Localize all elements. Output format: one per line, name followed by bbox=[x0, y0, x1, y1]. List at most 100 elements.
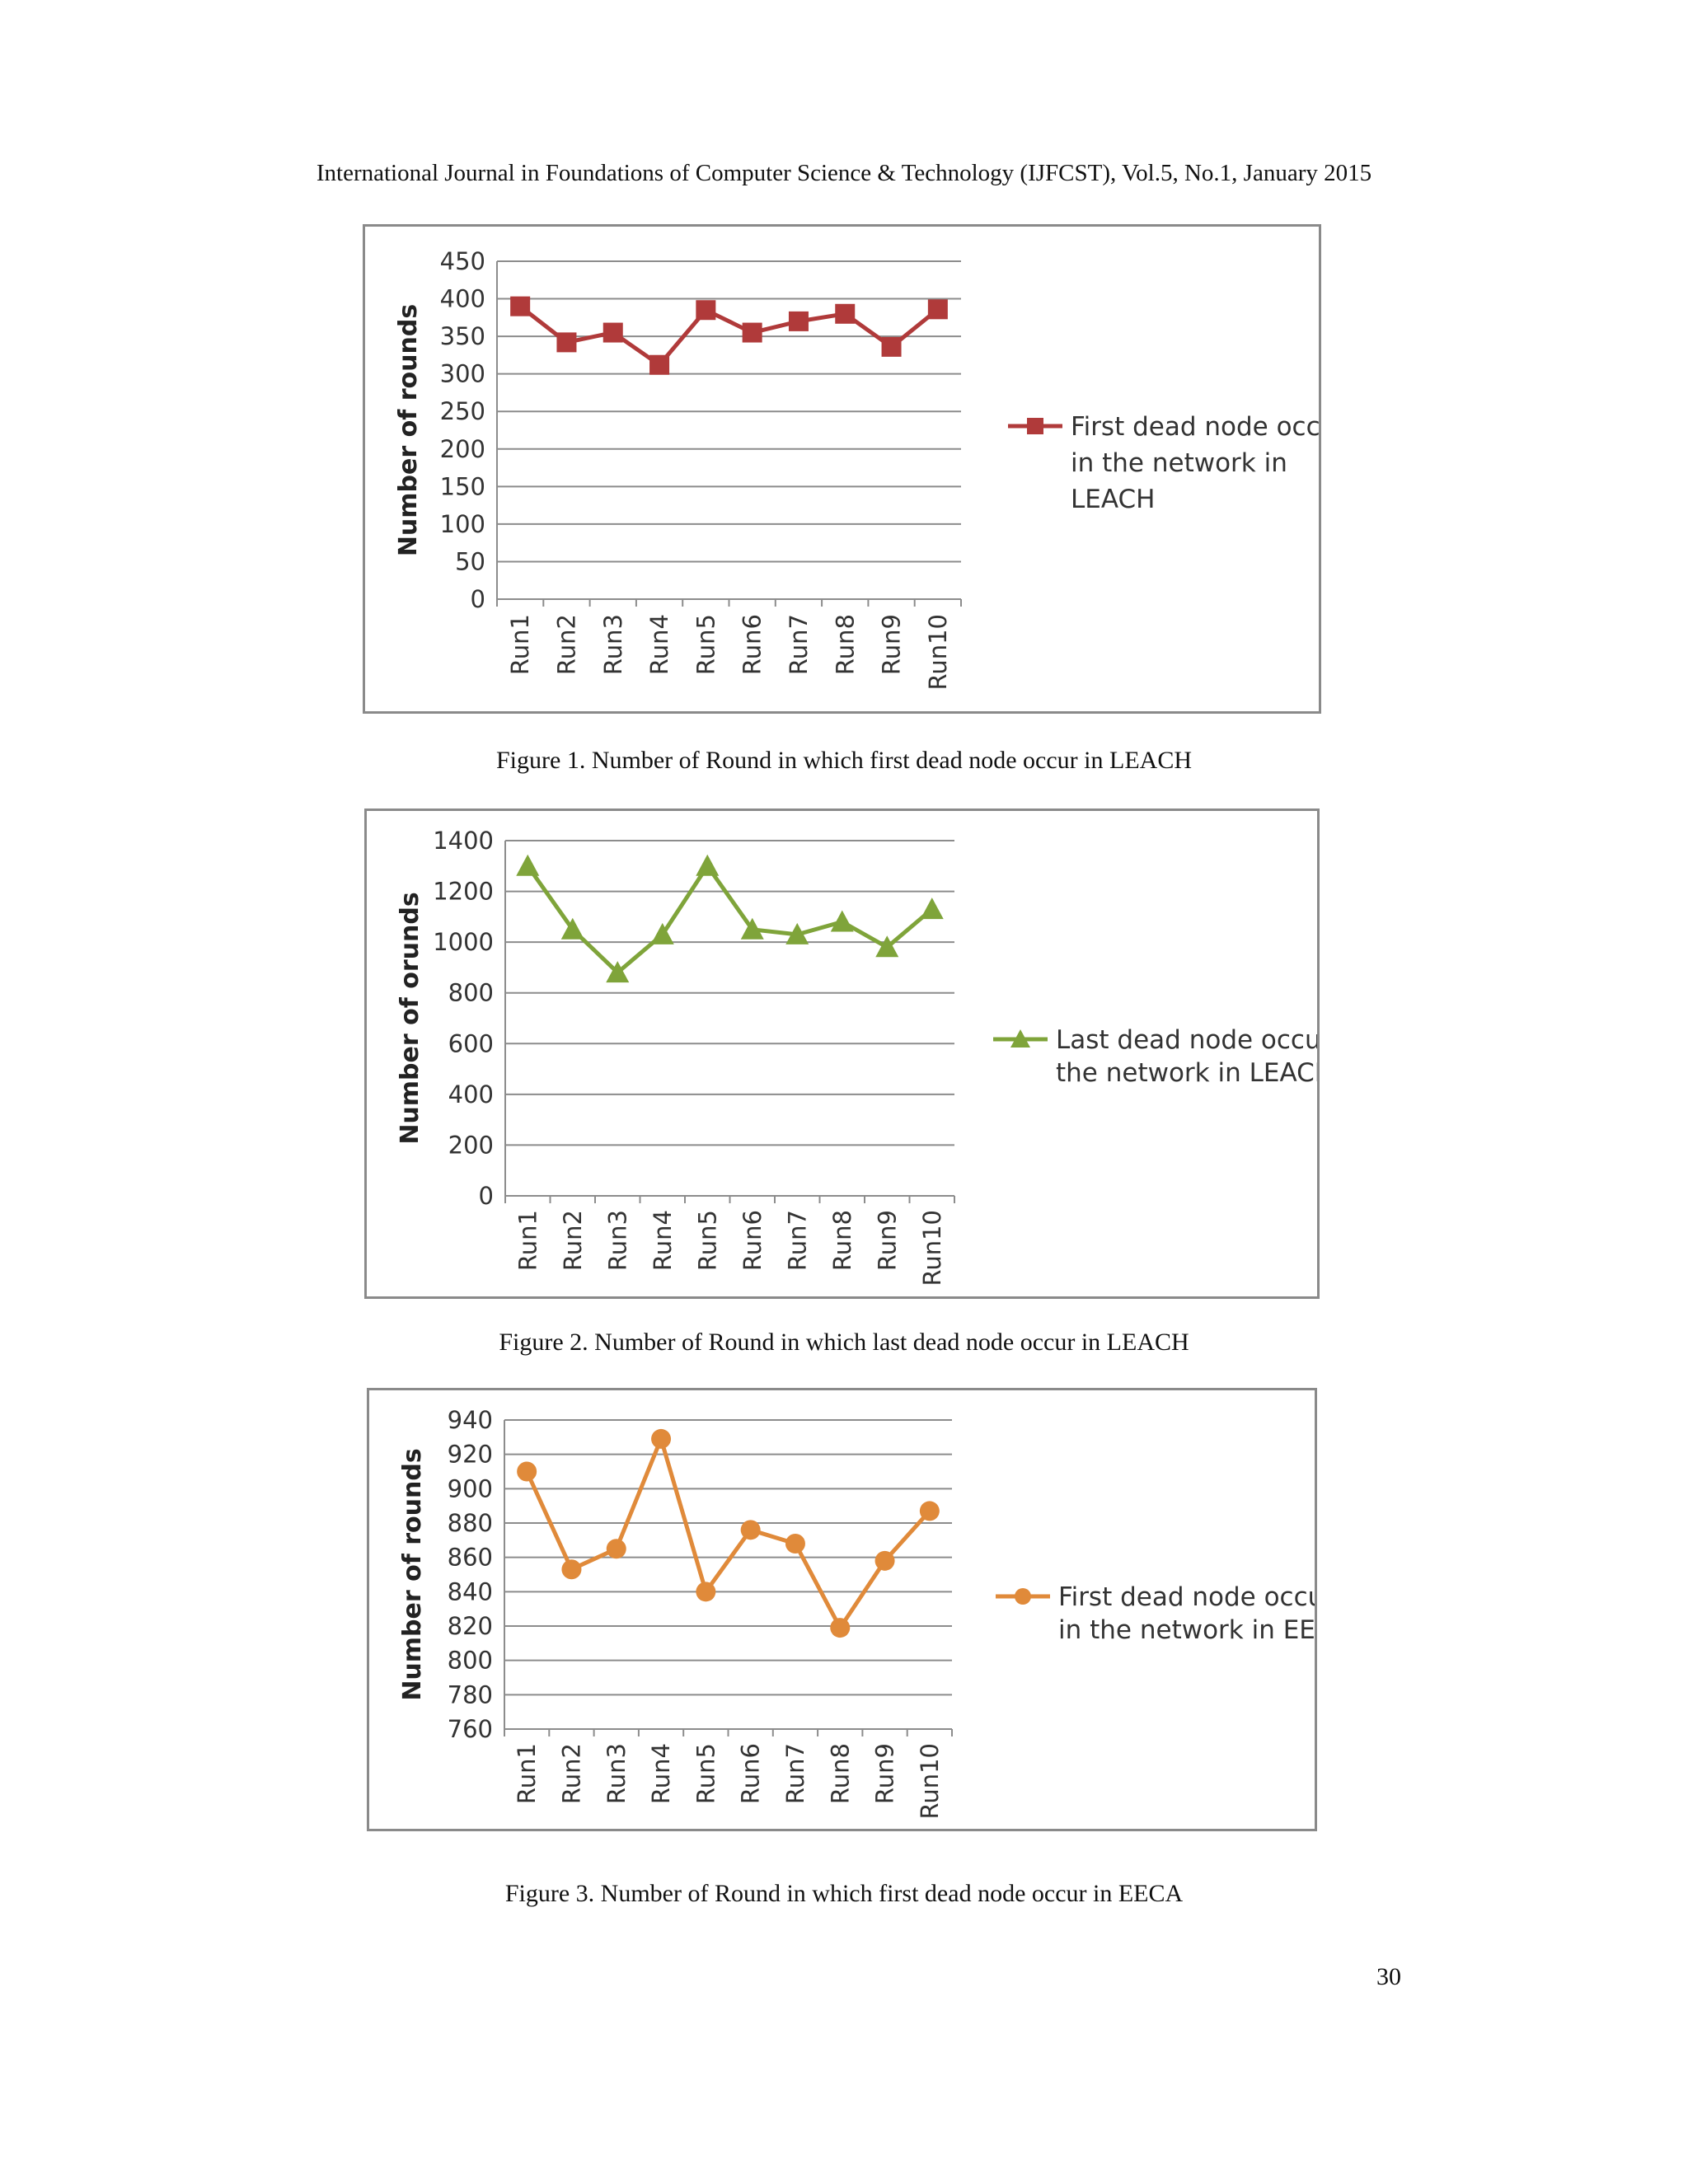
page-number: 30 bbox=[1376, 1963, 1401, 1990]
x-tick-label: Run4 bbox=[647, 1743, 675, 1804]
y-tick-label: 100 bbox=[440, 510, 485, 538]
data-point bbox=[606, 1539, 626, 1559]
legend-label: the network in LEACH bbox=[1056, 1058, 1317, 1088]
figure-2-chart: 0 200 400 600 800 1000 1200 1400 Run1 Run2 Run3 Run… bbox=[364, 808, 1320, 1299]
data-point bbox=[510, 296, 531, 316]
y-axis-title: Number of orunds bbox=[396, 892, 424, 1144]
x-tick-label: Run5 bbox=[692, 1743, 720, 1804]
y-tick-label: 780 bbox=[448, 1680, 493, 1708]
x-tick-label: Run4 bbox=[645, 614, 673, 675]
data-point bbox=[785, 922, 809, 944]
y-tick-label: 350 bbox=[440, 322, 485, 350]
data-point bbox=[696, 1582, 716, 1602]
data-point bbox=[785, 1534, 805, 1554]
y-tick-label: 1000 bbox=[433, 928, 494, 956]
data-point bbox=[517, 1461, 537, 1482]
data-point bbox=[742, 322, 762, 343]
y-tick-label: 1400 bbox=[433, 827, 494, 855]
y-tick-label: 450 bbox=[440, 247, 485, 275]
figure-2-caption: Figure 2. Number of Round in which last … bbox=[499, 1329, 1189, 1356]
x-tick-label: Run7 bbox=[785, 614, 813, 675]
legend-label: LEACH bbox=[1071, 485, 1155, 514]
y-tick-label: 940 bbox=[448, 1406, 493, 1434]
x-tick-label: Run7 bbox=[781, 1743, 809, 1804]
x-tick-label: Run9 bbox=[873, 1210, 901, 1271]
data-point bbox=[835, 303, 856, 324]
y-tick-label: 800 bbox=[448, 1647, 493, 1675]
y-axis-title: Number of rounds bbox=[398, 1448, 427, 1700]
x-tick-label: Run9 bbox=[878, 614, 906, 675]
data-point bbox=[874, 1550, 895, 1571]
data-point bbox=[696, 854, 720, 876]
y-tick-label: 880 bbox=[448, 1509, 493, 1537]
figure-1-caption: Figure 1. Number of Round in which first… bbox=[496, 747, 1192, 774]
data-point bbox=[927, 299, 948, 320]
y-tick-label: 300 bbox=[440, 360, 485, 388]
figure-3-chart-svg: 760 780 800 820 840 860 880 900 920 940 Run1 Run2 Ru… bbox=[398, 1406, 1315, 1820]
y-tick-label: 0 bbox=[471, 585, 485, 613]
y-tick-label: 800 bbox=[448, 979, 494, 1007]
series-line bbox=[518, 304, 940, 368]
x-tick-label: Run6 bbox=[738, 614, 767, 675]
x-tick-label: Run9 bbox=[871, 1743, 899, 1804]
y-tick-label: 1200 bbox=[433, 878, 494, 906]
data-point bbox=[603, 322, 623, 343]
y-tick-label: 820 bbox=[448, 1612, 493, 1640]
legend-marker bbox=[1010, 1029, 1030, 1047]
figure-3-caption: Figure 3. Number of Round in which first… bbox=[504, 1880, 1184, 1907]
legend-label: First dead node occur bbox=[1071, 412, 1319, 442]
y-tick-label: 860 bbox=[448, 1544, 493, 1572]
x-tick-label: Run5 bbox=[693, 1210, 721, 1271]
series-line bbox=[524, 1436, 931, 1630]
x-tick-label: Run8 bbox=[828, 1210, 856, 1271]
x-tick-label: Run4 bbox=[649, 1210, 677, 1271]
data-point bbox=[650, 922, 674, 944]
data-point bbox=[696, 300, 716, 321]
y-tick-label: 200 bbox=[448, 1131, 494, 1159]
x-tick-label: Run2 bbox=[557, 1743, 585, 1804]
data-point bbox=[561, 1559, 582, 1580]
figure-1-chart: 0 50 100 150 200 250 300 350 400 450 Run1 Run2 Run3 R… bbox=[363, 224, 1321, 714]
legend-marker bbox=[1027, 418, 1043, 434]
x-tick-label: Run8 bbox=[826, 1743, 854, 1804]
data-point bbox=[919, 1501, 940, 1521]
journal-header: International Journal in Foundations of … bbox=[316, 160, 1372, 186]
x-tick-label: Run6 bbox=[738, 1210, 767, 1271]
legend-label: Last dead node occur in bbox=[1056, 1025, 1317, 1055]
y-tick-label: 200 bbox=[440, 435, 485, 463]
legend-marker bbox=[1015, 1588, 1031, 1605]
y-tick-label: 400 bbox=[440, 285, 485, 313]
x-tick-label: Run10 bbox=[924, 614, 952, 691]
y-axis-title: Number of rounds bbox=[394, 304, 423, 556]
data-point bbox=[649, 354, 670, 375]
x-tick-label: Run7 bbox=[783, 1210, 811, 1271]
x-tick-label: Run6 bbox=[737, 1743, 765, 1804]
x-tick-label: Run2 bbox=[559, 1210, 587, 1271]
y-tick-label: 250 bbox=[440, 397, 485, 425]
x-tick-label: Run3 bbox=[599, 614, 627, 675]
figure-2-chart-svg: 0 200 400 600 800 1000 1200 1400 Run1 Run2 Run3 Run… bbox=[396, 827, 1317, 1286]
data-point bbox=[556, 332, 577, 353]
x-tick-label: Run3 bbox=[603, 1743, 631, 1804]
legend-label: in the network in bbox=[1071, 448, 1287, 478]
data-point bbox=[788, 311, 809, 331]
data-point bbox=[740, 1520, 761, 1540]
data-point bbox=[516, 854, 540, 876]
y-tick-label: 760 bbox=[448, 1715, 493, 1743]
figure-1-chart-svg: 0 50 100 150 200 250 300 350 400 450 Run1 Run2 Run3 R… bbox=[394, 247, 1319, 691]
x-tick-label: Run1 bbox=[506, 614, 534, 675]
x-tick-label: Run1 bbox=[513, 1743, 541, 1804]
y-tick-label: 0 bbox=[479, 1182, 494, 1210]
x-tick-label: Run3 bbox=[603, 1210, 631, 1271]
y-tick-label: 900 bbox=[448, 1474, 493, 1502]
y-tick-label: 400 bbox=[448, 1080, 494, 1108]
figure-3-chart: 760 780 800 820 840 860 880 900 920 940 Run1 Run2 Ru… bbox=[367, 1388, 1317, 1831]
x-tick-label: Run2 bbox=[552, 614, 580, 675]
legend-label: in the network in EECA bbox=[1058, 1615, 1315, 1645]
y-tick-label: 920 bbox=[448, 1441, 493, 1469]
y-tick-label: 840 bbox=[448, 1577, 493, 1605]
data-point bbox=[830, 910, 854, 932]
y-tick-label: 150 bbox=[440, 472, 485, 500]
x-tick-label: Run10 bbox=[918, 1210, 946, 1286]
x-tick-label: Run10 bbox=[916, 1743, 944, 1820]
